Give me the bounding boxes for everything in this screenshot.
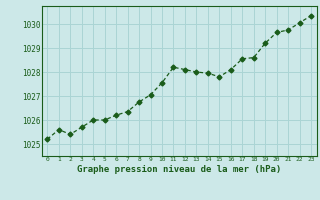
X-axis label: Graphe pression niveau de la mer (hPa): Graphe pression niveau de la mer (hPa): [77, 165, 281, 174]
